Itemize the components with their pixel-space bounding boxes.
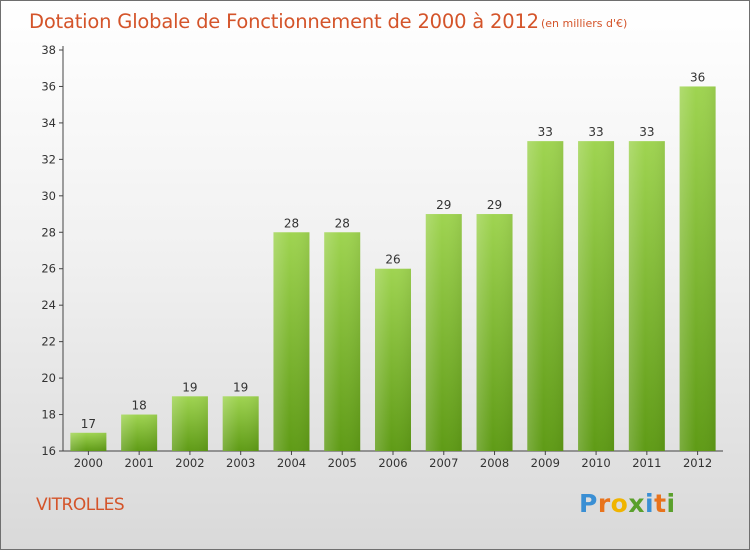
proxiti-logo: Proxiti: [579, 489, 676, 518]
y-tick-label: 16: [41, 444, 56, 458]
x-tick-label: 2006: [378, 456, 407, 470]
data-label: 19: [182, 380, 197, 394]
bar-shine: [222, 396, 259, 451]
bar-shine: [425, 214, 462, 451]
tick-labels: 16 18 20 22 24 26 28 30 32 34 36 38 2000 2001 2002 2003…: [41, 43, 712, 470]
x-tick-label: 2008: [480, 456, 509, 470]
logo-letter: i: [645, 489, 655, 518]
bar-shine: [679, 86, 716, 452]
logo-letter: o: [610, 489, 629, 518]
logo-letter: i: [666, 489, 676, 518]
bar-shine: [375, 268, 411, 451]
data-label: 33: [538, 125, 553, 139]
bar-shine: [70, 432, 107, 451]
x-tick-label: 2004: [277, 456, 306, 470]
data-label: 28: [335, 216, 350, 230]
data-label: 18: [132, 399, 147, 413]
data-label: 33: [639, 125, 654, 139]
logo-letter: x: [628, 489, 645, 518]
data-label: 36: [690, 70, 705, 84]
y-tick-label: 22: [41, 335, 56, 349]
bars: [70, 86, 716, 452]
y-tick-label: 18: [41, 408, 56, 422]
data-label: 28: [284, 216, 299, 230]
bar-shine: [527, 141, 564, 452]
data-label: 33: [588, 125, 603, 139]
bar-shine: [578, 141, 615, 452]
x-tick-label: 2002: [175, 456, 204, 470]
bar-shine: [324, 232, 361, 451]
x-tick-label: 2010: [581, 456, 610, 470]
city-name: VITROLLES: [36, 495, 125, 515]
data-label: 26: [385, 253, 400, 267]
bar-shine: [476, 214, 513, 451]
data-label: 19: [233, 380, 248, 394]
x-tick-label: 2011: [632, 456, 661, 470]
x-tick-label: 2012: [683, 456, 712, 470]
logo-letter: t: [654, 489, 667, 518]
logo-letter: P: [579, 489, 598, 518]
x-tick-label: 2009: [531, 456, 560, 470]
y-tick-label: 30: [41, 189, 56, 203]
value-labels: 17 18 19 19 28 28 26 29 29 33 33 33 36: [81, 70, 706, 430]
y-tick-label: 38: [41, 43, 56, 57]
data-label: 29: [436, 198, 451, 212]
x-tick-label: 2003: [226, 456, 255, 470]
bar-shine: [628, 141, 665, 452]
chart-title: Dotation Globale de Fonctionnement de 20…: [29, 10, 539, 33]
data-label: 29: [487, 198, 502, 212]
y-tick-label: 32: [41, 152, 56, 166]
y-tick-label: 20: [41, 371, 56, 385]
y-tick-label: 24: [41, 298, 56, 312]
y-tick-label: 34: [41, 116, 56, 130]
y-tick-label: 36: [41, 79, 56, 93]
y-tick-label: 26: [41, 262, 56, 276]
bar-shine: [121, 414, 158, 451]
logo-letter: r: [597, 489, 611, 518]
x-tick-label: 2005: [328, 456, 357, 470]
data-label: 17: [81, 417, 96, 431]
x-tick-label: 2007: [429, 456, 458, 470]
unit-note: (en milliers d'€): [541, 17, 628, 30]
x-tick-label: 2001: [125, 456, 154, 470]
bar-shine: [273, 232, 310, 451]
x-tick-label: 2000: [74, 456, 103, 470]
bar-shine: [171, 396, 208, 451]
y-tick-label: 28: [41, 225, 56, 239]
